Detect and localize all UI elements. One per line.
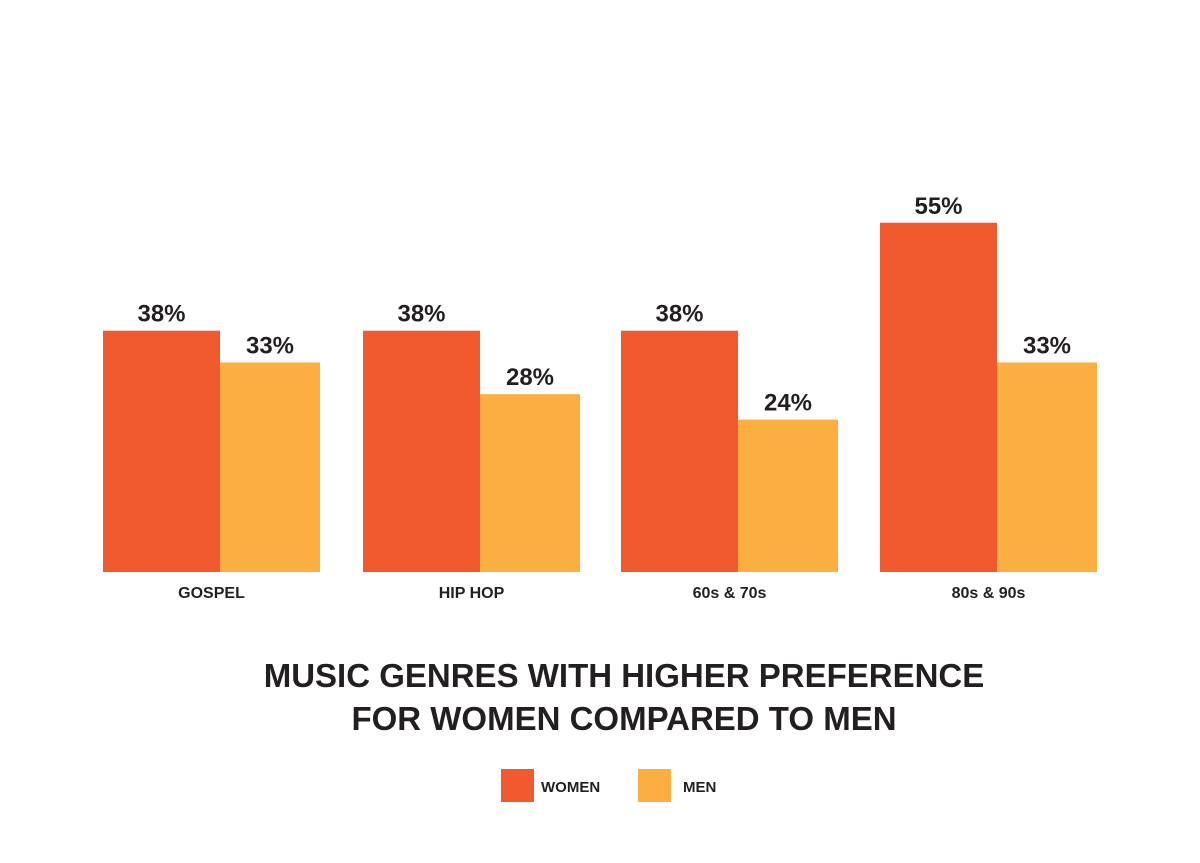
value-labels-group: 38% 33% 38% 28% 38% 24% 55% 33% (137, 193, 1071, 417)
value-label-men-gospel: 33% (246, 332, 294, 359)
chart-title-line-2: FOR WOMEN COMPARED TO MEN (351, 700, 896, 737)
chart-title-line-1: MUSIC GENRES WITH HIGHER PREFERENCE (264, 657, 985, 694)
legend-swatch-women (501, 769, 534, 802)
category-labels-group: GOSPEL HIP HOP 60s & 70s 80s & 90s (178, 585, 1025, 602)
category-label-hip-hop: HIP HOP (439, 585, 505, 602)
bar-women-60s-70s (621, 330, 738, 572)
value-label-men-80s-90s: 33% (1023, 332, 1071, 359)
category-label-60s-70s: 60s & 70s (693, 585, 767, 602)
value-label-women-gospel: 38% (137, 301, 185, 328)
legend-swatch-men (638, 769, 671, 802)
category-label-gospel: GOSPEL (178, 585, 245, 602)
value-label-women-60s-70s: 38% (655, 301, 703, 328)
bars-group (103, 222, 1097, 572)
value-label-women-80s-90s: 55% (914, 193, 962, 220)
legend-label-women: WOMEN (541, 779, 600, 796)
bar-men-gospel (220, 362, 320, 572)
legend-label-men: MEN (683, 779, 716, 796)
bar-men-60s-70s (738, 419, 838, 572)
value-label-men-60s-70s: 24% (764, 390, 812, 417)
bar-women-gospel (103, 330, 220, 572)
category-label-80s-90s: 80s & 90s (952, 585, 1026, 602)
bar-women-80s-90s (880, 222, 997, 572)
value-label-women-hip-hop: 38% (397, 301, 445, 328)
bar-men-80s-90s (997, 362, 1097, 572)
value-label-men-hip-hop: 28% (506, 364, 554, 391)
bar-men-hip-hop (480, 394, 580, 572)
bar-women-hip-hop (363, 330, 480, 572)
legend: WOMEN MEN (501, 769, 716, 802)
